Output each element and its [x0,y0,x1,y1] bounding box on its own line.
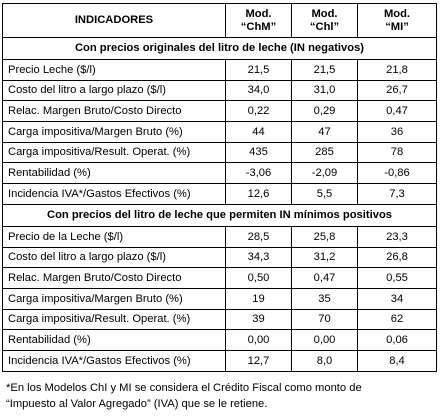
row-value: 36 [357,121,437,143]
row-value: 0,55 [357,267,437,289]
row-value: -3,06 [225,162,292,185]
row-value: 70 [291,308,358,331]
header-model-mi-line1: Mod. [383,8,411,21]
table-row: Carga impositiva/Result. Operat. (%) 39 70… [2,308,437,331]
row-label: Carga impositiva/Result. Operat. (%) [2,308,226,331]
row-value: 44 [225,121,292,143]
row-value: 0,47 [291,267,358,289]
row-value: 34 [357,287,437,310]
header-model-mi-line2: “MI” [385,20,409,33]
row-value: 62 [357,308,437,331]
row-value: 0,47 [357,100,437,123]
section-title: Con precios originales del litro de lech… [2,37,437,60]
header-model-chl: Mod. “Chl” [291,3,358,38]
row-value: 23,3 [357,225,437,248]
section-title: Con precios del litro de leche que permi… [2,203,437,227]
row-value: 12,7 [225,349,292,372]
header-model-chm: Mod. “ChM” [225,3,292,38]
row-value: 47 [291,121,358,143]
table-row: Costo del litro a largo plazo ($/l) 34,3 3… [2,246,437,269]
header-model-chm-line2: “ChM” [240,20,277,33]
row-value: 78 [357,141,437,164]
row-value: 34,3 [225,246,292,269]
row-value: -2,09 [291,162,358,185]
footnote-line-2: “Impuesto al Valor Agregado” (IVA) que s… [6,398,268,410]
row-label: Rentabilidad (%) [2,329,226,351]
row-value: 21,8 [357,59,437,81]
row-value: 25,8 [291,225,358,248]
row-value: 0,00 [291,329,358,351]
header-indicadores: INDICADORES [2,3,226,38]
row-label: Incidencia IVA*/Gastos Efectivos (%) [2,183,226,205]
footnote-line-1: *En los Modelos ChI y MI se considera el… [6,382,362,394]
row-value: 0,06 [357,329,437,351]
row-value: 39 [225,308,292,331]
table-row: Relac. Margen Bruto/Costo Directo 0,50 0,4… [2,267,437,289]
row-label: Relac. Margen Bruto/Costo Directo [2,267,226,289]
row-value: 8,4 [357,349,437,372]
row-value: 26,8 [357,246,437,269]
table-row: Incidencia IVA*/Gastos Efectivos (%) 12,6… [2,183,437,205]
row-value: 34,0 [225,79,292,102]
table-row: Carga impositiva/Margen Bruto (%) 19 35 34 [2,287,437,310]
row-value: 0,29 [291,100,358,123]
row-label: Carga impositiva/Margen Bruto (%) [2,287,226,310]
table-row: Incidencia IVA*/Gastos Efectivos (%) 12,7… [2,349,437,372]
row-label: Precio de la Leche ($/l) [2,225,226,248]
header-model-chm-line1: Mod. [245,8,272,21]
table-row: Rentabilidad (%) 0,00 0,00 0,06 [2,329,437,351]
row-value: 31,2 [291,246,358,269]
section-title-row: Con precios originales del litro de lech… [2,37,437,60]
row-value: -0,86 [357,162,437,185]
row-label: Rentabilidad (%) [2,162,226,185]
row-value: 8,0 [291,349,358,372]
row-value: 35 [291,287,358,310]
table-row: Costo del litro a largo plazo ($/l) 34,0 3… [2,79,437,102]
row-value: 26,7 [357,79,437,102]
row-value: 19 [225,287,292,310]
row-label: Costo del litro a largo plazo ($/l) [2,246,226,269]
row-label: Relac. Margen Bruto/Costo Directo [2,100,226,123]
table-row: Precio Leche ($/l) 21,5 21,5 21,8 [2,59,437,81]
table-row: Carga impositiva/Result. Operat. (%) 435 2… [2,141,437,164]
row-value: 435 [225,141,292,164]
row-value: 12,6 [225,183,292,205]
header-model-mi: Mod. “MI” [357,3,437,38]
row-value: 0,22 [225,100,292,123]
row-value: 21,5 [225,59,292,81]
row-value: 21,5 [291,59,358,81]
row-label: Costo del litro a largo plazo ($/l) [2,79,226,102]
indicators-table: INDICADORES Mod. “ChM” Mod. “Chl” Mod. “… [2,3,437,372]
row-label: Carga impositiva/Margen Bruto (%) [2,121,226,143]
table-header-row: INDICADORES Mod. “ChM” Mod. “Chl” Mod. “… [2,3,437,38]
table-row: Rentabilidad (%) -3,06 -2,09 -0,86 [2,162,437,185]
row-value: 31,0 [291,79,358,102]
row-value: 28,5 [225,225,292,248]
row-value: 0,00 [225,329,292,351]
header-model-chl-line2: “Chl” [309,20,340,33]
footnote: *En los Modelos ChI y MI se considera el… [6,380,436,412]
row-value: 5,5 [291,183,358,205]
table-row: Carga impositiva/Margen Bruto (%) 44 47 36 [2,121,437,143]
row-value: 285 [291,141,358,164]
table-row: Precio de la Leche ($/l) 28,5 25,8 23,3 [2,225,437,248]
table-row: Relac. Margen Bruto/Costo Directo 0,22 0,2… [2,100,437,123]
header-model-chl-line1: Mod. [311,8,338,21]
row-value: 7,3 [357,183,437,205]
row-label: Carga impositiva/Result. Operat. (%) [2,141,226,164]
section-title-row: Con precios del litro de leche que permi… [2,203,437,227]
row-label: Precio Leche ($/l) [2,59,226,81]
row-value: 0,50 [225,267,292,289]
row-label: Incidencia IVA*/Gastos Efectivos (%) [2,349,226,372]
